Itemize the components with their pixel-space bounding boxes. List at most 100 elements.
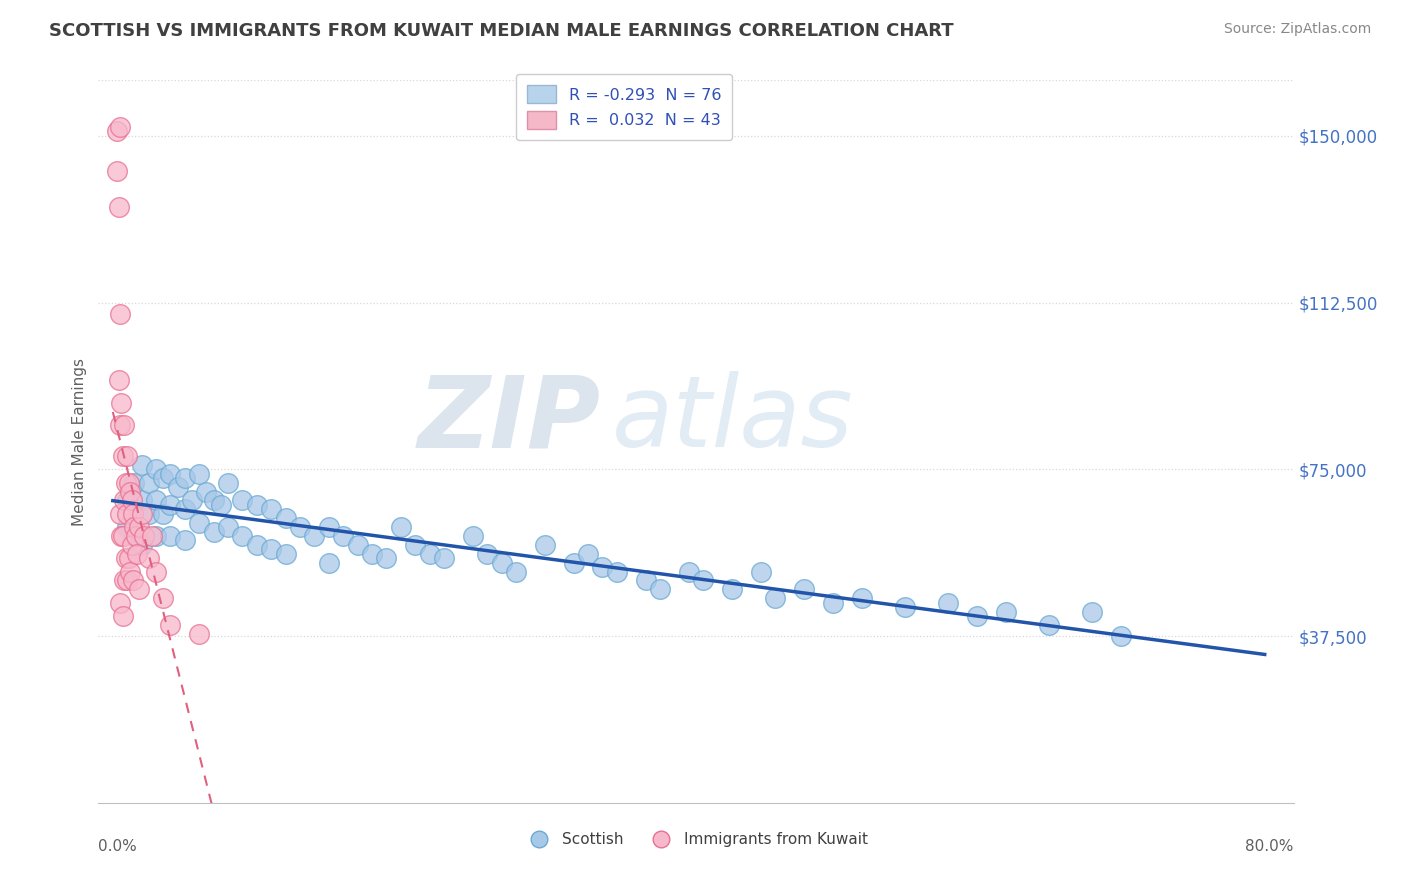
Y-axis label: Median Male Earnings: Median Male Earnings [72, 358, 87, 525]
Point [115, 520, 138, 534]
Point [120, 484, 142, 499]
Point [152, 591, 174, 606]
Point [110, 395, 132, 409]
Point [763, 591, 786, 606]
Point [131, 507, 153, 521]
Point [115, 507, 138, 521]
Point [318, 556, 340, 570]
Point [375, 551, 398, 566]
Legend: Scottish, Immigrants from Kuwait: Scottish, Immigrants from Kuwait [517, 826, 875, 853]
Point [274, 547, 297, 561]
Point [124, 520, 146, 534]
Point [115, 449, 138, 463]
Point [138, 551, 160, 566]
Point [112, 417, 135, 432]
Point [145, 462, 167, 476]
Point [131, 493, 153, 508]
Point [138, 475, 160, 490]
Point [461, 529, 484, 543]
Point [936, 596, 959, 610]
Point [114, 551, 136, 566]
Point [112, 574, 135, 588]
Point [749, 565, 772, 579]
Point [127, 547, 149, 561]
Point [188, 467, 211, 481]
Point [1038, 618, 1060, 632]
Point [121, 493, 143, 508]
Point [188, 516, 211, 530]
Point [260, 542, 283, 557]
Point [433, 551, 456, 566]
Point [138, 507, 160, 521]
Point [173, 471, 195, 485]
Point [111, 609, 134, 624]
Point [304, 529, 326, 543]
Point [1109, 629, 1132, 643]
Point [195, 484, 218, 499]
Point [120, 565, 142, 579]
Point [606, 565, 628, 579]
Point [141, 529, 163, 543]
Point [692, 574, 714, 588]
Point [217, 475, 239, 490]
Point [152, 471, 174, 485]
Point [173, 502, 195, 516]
Point [173, 533, 195, 548]
Point [145, 565, 167, 579]
Point [318, 520, 340, 534]
Point [111, 529, 134, 543]
Point [145, 529, 167, 543]
Point [188, 627, 211, 641]
Point [260, 502, 283, 516]
Point [131, 538, 153, 552]
Point [145, 493, 167, 508]
Point [821, 596, 844, 610]
Point [134, 529, 156, 543]
Point [505, 565, 527, 579]
Point [231, 529, 253, 543]
Point [122, 574, 145, 588]
Point [966, 609, 988, 624]
Point [124, 529, 146, 543]
Point [202, 524, 225, 539]
Point [166, 480, 188, 494]
Point [128, 520, 150, 534]
Point [108, 120, 131, 134]
Point [893, 600, 915, 615]
Point [419, 547, 441, 561]
Point [477, 547, 499, 561]
Point [128, 582, 150, 597]
Point [562, 556, 585, 570]
Point [851, 591, 873, 606]
Point [246, 498, 269, 512]
Text: 80.0%: 80.0% [1246, 838, 1294, 854]
Text: Source: ZipAtlas.com: Source: ZipAtlas.com [1223, 22, 1371, 37]
Point [246, 538, 269, 552]
Point [110, 529, 132, 543]
Point [159, 498, 181, 512]
Point [108, 596, 131, 610]
Point [118, 551, 141, 566]
Point [121, 538, 143, 552]
Point [361, 547, 384, 561]
Point [346, 538, 368, 552]
Point [125, 529, 148, 543]
Point [115, 574, 138, 588]
Point [678, 565, 700, 579]
Point [209, 498, 232, 512]
Point [202, 493, 225, 508]
Point [1081, 605, 1104, 619]
Point [131, 458, 153, 472]
Point [108, 307, 131, 321]
Point [994, 605, 1017, 619]
Point [288, 520, 311, 534]
Point [112, 493, 135, 508]
Point [105, 124, 128, 138]
Text: 0.0%: 0.0% [98, 838, 138, 854]
Point [152, 507, 174, 521]
Point [124, 475, 146, 490]
Text: SCOTTISH VS IMMIGRANTS FROM KUWAIT MEDIAN MALE EARNINGS CORRELATION CHART: SCOTTISH VS IMMIGRANTS FROM KUWAIT MEDIA… [49, 22, 953, 40]
Point [404, 538, 426, 552]
Point [231, 493, 253, 508]
Point [591, 560, 613, 574]
